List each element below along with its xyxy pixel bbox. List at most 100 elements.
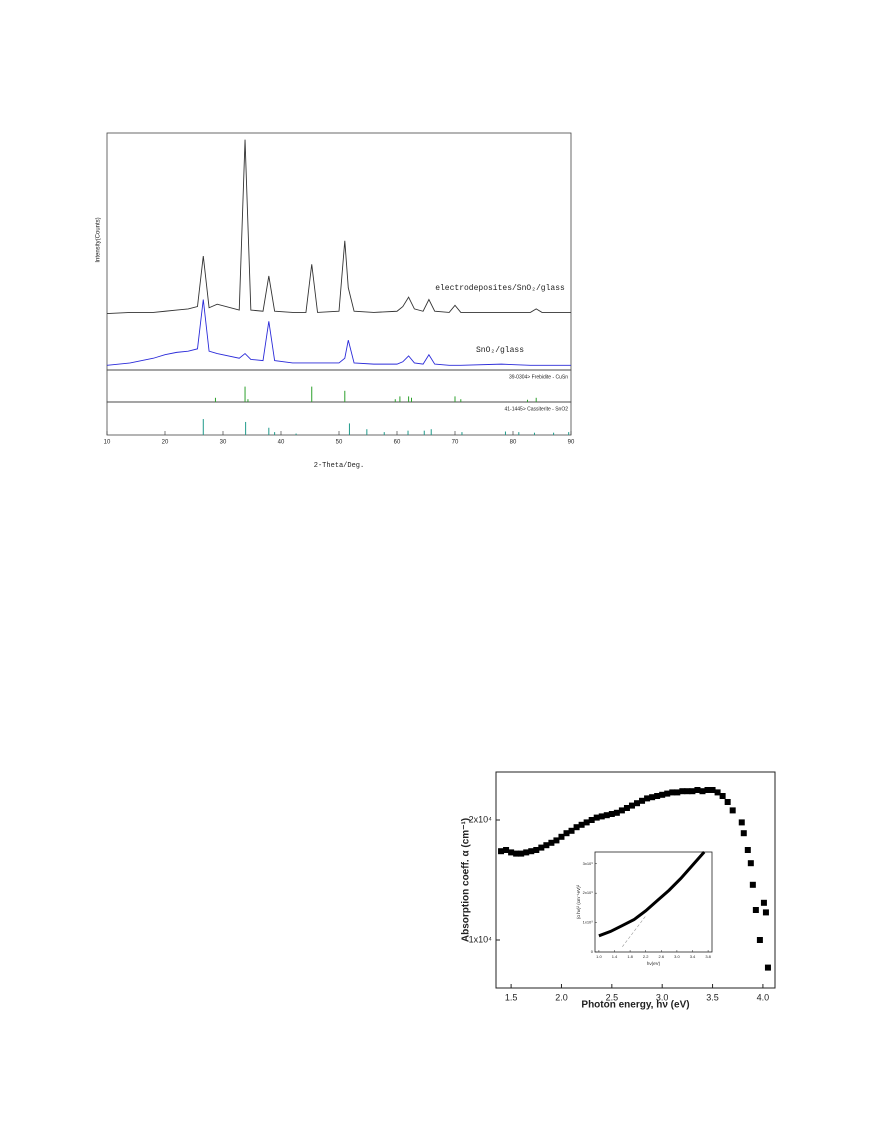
y-axis-label: Intensity(Counts) [96, 217, 102, 262]
data-point [588, 817, 595, 823]
data-point [719, 793, 726, 799]
data-point [674, 789, 681, 796]
data-point [508, 849, 515, 856]
data-point [714, 789, 721, 796]
data-point [498, 848, 505, 855]
x-tick-label: 3.0 [674, 954, 680, 959]
data-point [659, 791, 666, 798]
data-point [679, 788, 686, 795]
data-point [543, 842, 550, 849]
data-point [608, 811, 615, 817]
x-tick-label: 2.5 [606, 992, 619, 1002]
y-tick-label: 2x10⁹ [583, 890, 594, 895]
x-tick-label: 20 [162, 440, 169, 446]
y-axis-label: (α hν)² (cm⁻¹eV)² [576, 884, 581, 919]
x-tick-label: 2.0 [555, 992, 568, 1002]
data-point [558, 833, 565, 840]
x-axis-label: hν(eV) [647, 961, 661, 966]
x-tick-label: 4.0 [757, 992, 770, 1002]
x-tick-label: 1.4 [612, 954, 618, 959]
y-tick-label: 3x10⁹ [583, 861, 594, 866]
data-point [583, 819, 590, 826]
data-point [762, 909, 769, 916]
inset-curve [598, 851, 706, 938]
data-point [573, 824, 580, 831]
data-point [760, 899, 767, 906]
data-point [548, 839, 555, 846]
x-tick-label: 50 [336, 440, 343, 446]
data-point [563, 830, 570, 837]
data-point [744, 847, 751, 853]
plot-frame [106, 369, 572, 403]
x-tick-label: 1.0 [596, 954, 602, 959]
data-point [694, 787, 701, 793]
x-tick-label: 1.8 [627, 954, 633, 959]
x-tick-label: 3.5 [706, 992, 719, 1002]
data-point [756, 937, 763, 943]
data-point [578, 821, 585, 828]
y-axis-label: Absorption coeff. α (cm⁻¹) [461, 818, 472, 942]
data-point [523, 849, 530, 856]
series-label: SnO₂/glass [476, 346, 524, 355]
x-tick-label: 2.2 [643, 954, 649, 959]
x-tick-label: 90 [568, 440, 575, 446]
data-point [618, 807, 625, 814]
data-point [528, 848, 535, 855]
xrd-line [106, 299, 571, 366]
x-tick-label: 80 [510, 440, 517, 446]
data-point [764, 964, 771, 971]
y-tick-label: 1x10⁹ [583, 920, 594, 925]
plot-frame [106, 401, 572, 436]
data-point [749, 881, 756, 888]
data-point [738, 819, 745, 826]
data-point [729, 807, 736, 814]
data-point [747, 860, 754, 867]
data-point [628, 802, 635, 809]
data-point [709, 787, 716, 793]
data-point [598, 813, 605, 820]
data-point [538, 844, 545, 851]
x-tick-label: 3.4 [690, 954, 696, 959]
reference-label: 41-1445> Cassiterite - SnO2 [504, 406, 568, 412]
data-point [553, 837, 560, 844]
data-point [568, 827, 575, 834]
data-point [603, 812, 610, 819]
x-tick-label: 60 [394, 440, 401, 446]
plot-frame [106, 132, 572, 371]
data-point [689, 788, 696, 795]
data-point [740, 830, 747, 837]
data-point [654, 793, 661, 799]
reference-label: 39-0304> Frebidite - CuSn [509, 374, 568, 380]
data-point [664, 790, 671, 797]
x-axis-label: Photon energy, hν (eV) [581, 1000, 689, 1011]
data-point [639, 797, 646, 804]
data-point [724, 799, 731, 805]
y-tick-label: 2x10⁴ [469, 814, 493, 824]
data-point [644, 795, 651, 802]
data-point [649, 794, 656, 801]
data-point [513, 850, 520, 857]
y-tick-label: 0 [591, 949, 594, 954]
series-label: electrodeposites/SnO₂/glass [435, 284, 565, 293]
data-point [533, 847, 540, 853]
x-tick-label: 30 [220, 440, 227, 446]
data-point [699, 788, 706, 795]
data-point [669, 789, 676, 796]
data-point [613, 809, 620, 816]
fit-line [622, 915, 646, 948]
x-tick-label: 10 [104, 440, 111, 446]
x-tick-label: 1.5 [505, 992, 518, 1002]
data-point [704, 787, 711, 793]
data-point [518, 850, 525, 857]
data-point [623, 805, 630, 811]
y-tick-label: 1x10⁴ [469, 934, 493, 944]
plot-frame [495, 771, 776, 989]
x-axis-label: 2-Theta/Deg. [314, 462, 364, 470]
x-tick-label: 2.6 [659, 954, 665, 959]
data-point [684, 788, 691, 795]
data-point [593, 814, 600, 821]
xrd-line [106, 139, 571, 315]
x-tick-label: 70 [452, 440, 459, 446]
x-tick-label: 40 [278, 440, 285, 446]
